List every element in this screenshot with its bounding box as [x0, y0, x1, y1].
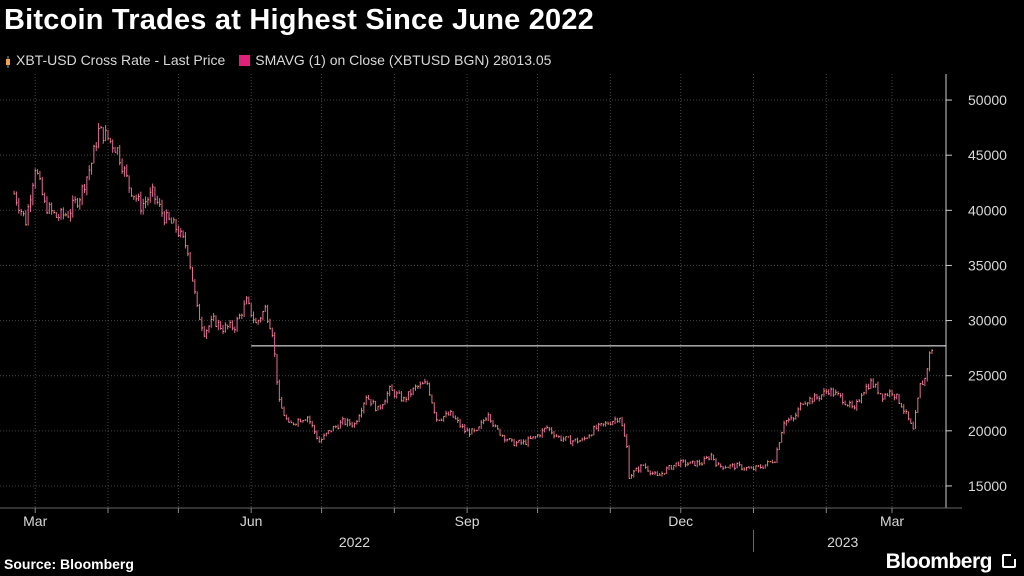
x-tick-label: Sep [455, 513, 480, 529]
y-tick-label: 40000 [968, 202, 1007, 218]
x-tick-label: Jun [240, 513, 263, 529]
x-year-label: 2022 [339, 534, 370, 550]
y-tick-label: 20000 [968, 423, 1007, 439]
legend-label-smavg: SMAVG (1) on Close (XBTUSD BGN) 28013.05 [255, 52, 552, 68]
x-year-label: 2023 [827, 534, 858, 550]
candle-swatch-icon [6, 55, 10, 68]
y-tick-label: 35000 [968, 257, 1007, 273]
x-tick-label: Mar [23, 513, 47, 529]
x-tick-label: Mar [880, 513, 904, 529]
y-tick-label: 45000 [968, 147, 1007, 163]
y-tick-label: 15000 [968, 478, 1007, 494]
x-tick-label: Dec [668, 513, 693, 529]
y-tick-label: 25000 [968, 368, 1007, 384]
legend: XBT-USD Cross Rate - Last Price SMAVG (1… [6, 52, 565, 68]
chart-title: Bitcoin Trades at Highest Since June 202… [4, 4, 595, 36]
legend-item-price: XBT-USD Cross Rate - Last Price [6, 52, 225, 68]
bloomberg-logo: Bloomberg [885, 550, 993, 573]
y-tick-label: 30000 [968, 313, 1007, 329]
legend-label-price: XBT-USD Cross Rate - Last Price [16, 52, 226, 68]
expand-icon[interactable] [1002, 553, 1017, 568]
legend-item-smavg: SMAVG (1) on Close (XBTUSD BGN) 28013.05 [239, 52, 551, 68]
pink-swatch-icon [239, 54, 251, 66]
y-tick-label: 50000 [968, 92, 1007, 108]
source-note: Source: Bloomberg [4, 556, 134, 572]
